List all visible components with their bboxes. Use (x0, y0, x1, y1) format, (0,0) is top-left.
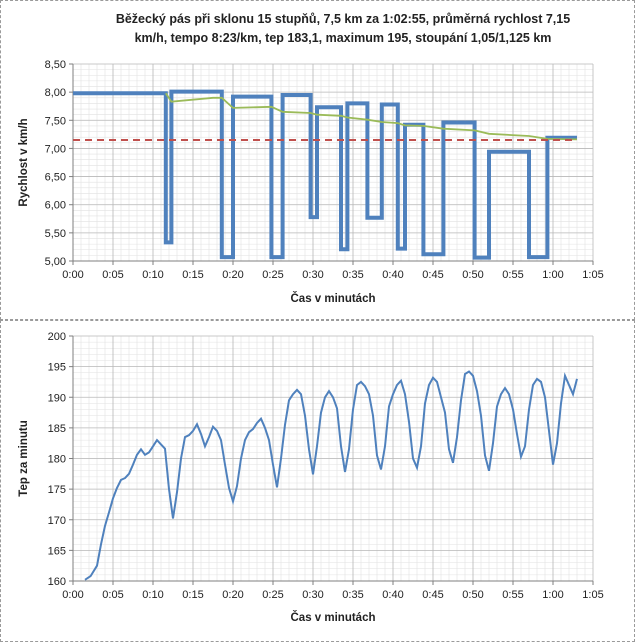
y-tick-label: 200 (48, 331, 66, 343)
x-tick-label: 0:35 (342, 269, 363, 281)
x-tick-label: 0:45 (422, 589, 443, 601)
heart-rate-chart-panel: 0:00 0:05 0:10 0:15 0:20 0:25 0:30 0:35 0:40 0:45… (0, 320, 635, 642)
y-tick-label: 165 (48, 545, 66, 557)
x-tick-label: 0:40 (382, 589, 403, 601)
y-tick-label: 7,00 (45, 143, 66, 155)
x-tick-label: 1:00 (542, 269, 563, 281)
speed-step-line (73, 89, 577, 260)
moving-average-line (165, 92, 578, 141)
x-tick-label: 0:25 (262, 269, 283, 281)
x-tick-label: 0:00 (62, 589, 83, 601)
y-axis-label: Tep za minutu (18, 420, 30, 496)
y-tick-label: 195 (48, 362, 66, 374)
x-tick-label: 0:40 (382, 269, 403, 281)
x-tick-label: 0:55 (502, 589, 523, 601)
y-tick-label: 175 (48, 484, 66, 496)
y-tick-label: 7,50 (45, 115, 66, 127)
x-tick-label: 0:20 (222, 589, 243, 601)
x-tick-label: 0:50 (462, 269, 483, 281)
x-axis-label: Čas v minutách (291, 292, 376, 305)
y-tick-label: 8,50 (45, 59, 66, 71)
x-tick-label: 0:15 (182, 269, 203, 281)
x-tick-label: 0:10 (142, 589, 163, 601)
y-tick-label: 6,50 (45, 172, 66, 184)
x-tick-label: 0:50 (462, 589, 483, 601)
x-tick-label: 0:05 (102, 269, 123, 281)
speed-chart-panel: Běžecký pás při sklonu 15 stupňů, 7,5 km… (0, 0, 635, 320)
heart-rate-line (84, 370, 578, 581)
y-tick-label: 180 (48, 454, 66, 466)
x-axis-label: Čas v minutách (291, 611, 376, 624)
chart-title-line: Běžecký pás při sklonu 15 stupňů, 7,5 km… (116, 12, 570, 26)
y-tick-label: 6,00 (45, 200, 66, 212)
heart-rate-chart: 0:00 0:05 0:10 0:15 0:20 0:25 0:30 0:35 0:40 0:45… (18, 331, 604, 624)
y-tick-label: 5,50 (45, 228, 66, 240)
x-tick-label: 0:05 (102, 589, 123, 601)
x-tick-label: 0:30 (302, 589, 323, 601)
x-tick-label: 1:05 (582, 269, 603, 281)
y-axis-label: Rychlost v km/h (18, 118, 30, 206)
x-tick-label: 1:00 (542, 589, 563, 601)
y-tick-label: 190 (48, 392, 66, 404)
y-tick-label: 185 (48, 423, 66, 435)
x-tick-label: 0:55 (502, 269, 523, 281)
y-tick-label: 160 (48, 576, 66, 588)
speed-chart: Běžecký pás při sklonu 15 stupňů, 7,5 km… (18, 12, 604, 305)
x-tick-label: 0:25 (262, 589, 283, 601)
chart-title-line: km/h, tempo 8:23/km, tep 183,1, maximum … (135, 31, 552, 45)
x-tick-label: 0:00 (62, 269, 83, 281)
plot-area (73, 64, 593, 261)
y-tick-label: 5,00 (45, 256, 66, 268)
x-tick-label: 0:15 (182, 589, 203, 601)
x-tick-label: 0:10 (142, 269, 163, 281)
y-tick-label: 170 (48, 515, 66, 527)
x-tick-label: 1:05 (582, 589, 603, 601)
x-tick-label: 0:20 (222, 269, 243, 281)
y-tick-label: 8,00 (45, 87, 66, 99)
x-tick-label: 0:30 (302, 269, 323, 281)
x-tick-label: 0:35 (342, 589, 363, 601)
x-tick-label: 0:45 (422, 269, 443, 281)
